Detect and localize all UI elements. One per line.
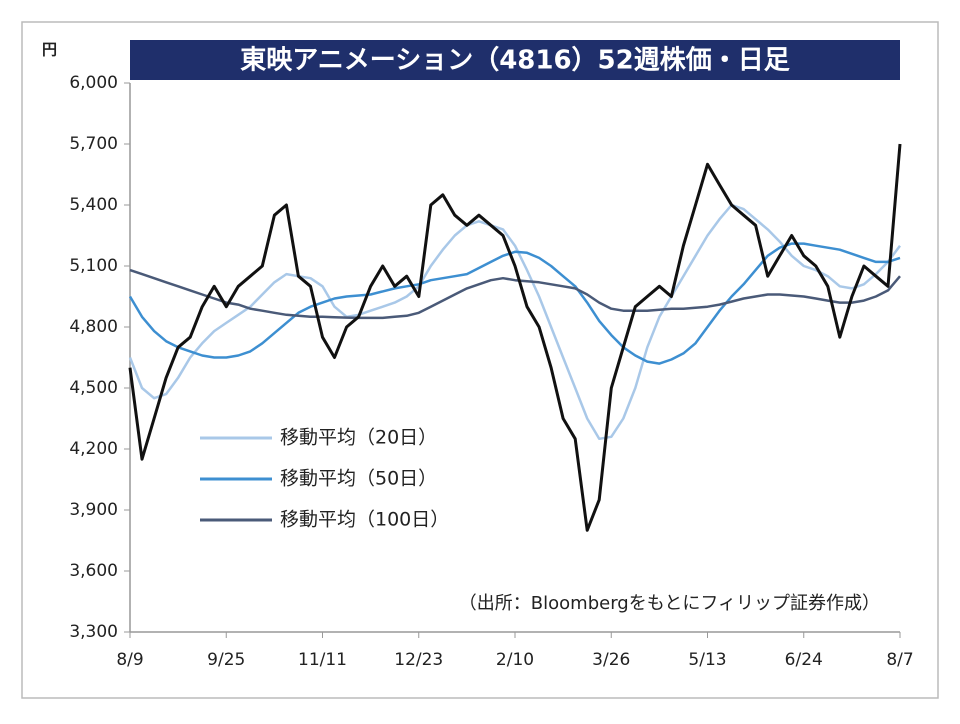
x-tick-label: 12/23 [394,650,443,670]
chart-title: 東映アニメーション（4816）52週株価・日足 [240,46,790,76]
x-tick-label: 11/11 [298,650,347,670]
y-tick-label: 3,900 [69,500,118,520]
ma-line [128,242,901,365]
ma-line [129,268,901,320]
x-tick-label: 2/10 [496,650,534,670]
legend-label: 移動平均（50日） [280,468,437,490]
title-bar [130,40,900,80]
y-tick-label: 4,500 [69,378,118,398]
legend-label: 移動平均（20日） [280,427,437,449]
legend-label: 移動平均（100日） [280,509,449,531]
x-tick-label: 8/7 [886,650,913,670]
ma-line [128,203,902,441]
y-tick-label: 3,600 [69,561,118,581]
x-tick-label: 5/13 [688,650,726,670]
y-unit-label: 円 [42,41,57,59]
annotation: （出所：Bloombergをもとにフィリップ証券作成） [459,593,880,614]
y-tick-label: 6,000 [69,73,118,93]
y-tick-label: 5,700 [69,134,118,154]
y-tick-label: 4,200 [69,439,118,459]
chart-frame [21,21,939,699]
y-tick-label: 5,400 [69,195,118,215]
y-tick-label: 4,800 [69,317,118,337]
x-tick-label: 8/9 [116,650,143,670]
x-tick-label: 3/26 [592,650,630,670]
x-tick-label: 9/25 [207,650,245,670]
price-line [128,143,902,532]
y-tick-label: 5,100 [69,256,118,276]
x-tick-label: 6/24 [785,650,823,670]
y-tick-label: 3,300 [69,622,118,642]
